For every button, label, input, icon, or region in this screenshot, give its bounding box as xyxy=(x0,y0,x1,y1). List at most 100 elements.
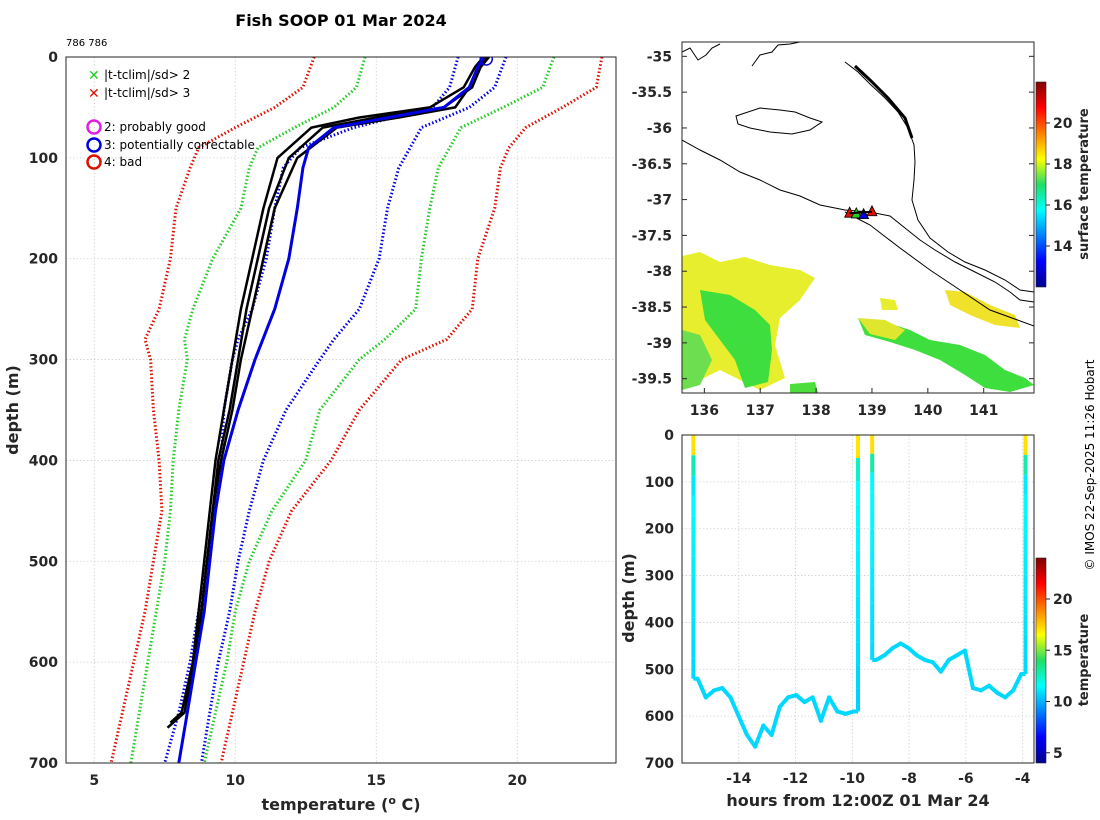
legend-q2-label: 2: probably good xyxy=(104,120,206,134)
coast-eyre-peninsula xyxy=(682,43,721,61)
profile-lines xyxy=(109,57,604,763)
cast-2-bottom-segment xyxy=(962,648,975,691)
td-ytick-label: 0 xyxy=(664,428,674,444)
sst-colorbar-tick-label: 16 xyxy=(1053,198,1072,214)
td-xtick-label: -14 xyxy=(726,771,752,787)
temperature-colorbar-tick-label: 5 xyxy=(1053,746,1063,762)
map-xtick-label: 137 xyxy=(746,403,775,419)
td-ytick-label: 600 xyxy=(645,709,674,725)
cast-1-bottom-segment xyxy=(728,695,741,719)
xbt-profile-3 xyxy=(186,57,488,703)
legend-x3-marker: ✕ xyxy=(88,86,100,102)
map-ytick-label: -35.5 xyxy=(632,85,672,101)
sst-colorbar xyxy=(1035,81,1047,288)
map-ytick-label: -39 xyxy=(647,336,672,352)
map-xtick-label: 139 xyxy=(857,403,886,419)
temperature-colorbar-label: temperature xyxy=(1077,614,1092,707)
sst-patches xyxy=(682,252,1034,393)
map-xtick-label: 138 xyxy=(801,403,830,419)
legend-x3-label: |t-tclim|/sd> 3 xyxy=(104,86,190,100)
sst-patch-speck xyxy=(880,298,898,310)
legend: ✕ |t-tclim|/sd> 2 ✕ |t-tclim|/sd> 3 2: p… xyxy=(86,68,255,170)
cast-1-bottom-segment xyxy=(818,695,832,723)
climatology-mean-2sd xyxy=(129,57,367,763)
td-xtick-label: -10 xyxy=(840,771,866,787)
legend-x2-label: |t-tclim|/sd> 2 xyxy=(104,68,190,82)
profile-ylabel: depth (m) xyxy=(3,365,22,455)
coast-coorong-lagoon xyxy=(853,64,914,139)
climatology-mean-1sd xyxy=(199,57,508,763)
cast-1-bottom-segment xyxy=(810,695,823,723)
sst-colorbar-label: surface temperature xyxy=(1077,108,1092,260)
td-ytick-label: 700 xyxy=(645,756,674,772)
profile-ytick-label: 0 xyxy=(48,50,58,66)
td-ytick-label: 200 xyxy=(645,522,674,538)
profile-ytick-label: 700 xyxy=(29,756,58,772)
cast-1-bottom-segment xyxy=(777,695,791,709)
sst-patch-west-green xyxy=(700,290,772,388)
copyright-note: © IMOS 22-Sep-2025 11:26 Hobart xyxy=(1083,359,1097,570)
td-ytick-label: 100 xyxy=(645,475,674,491)
profile-ytick-label: 200 xyxy=(29,252,58,268)
td-xtick-label: -6 xyxy=(958,771,974,787)
climatology-mean-3sd xyxy=(109,57,316,763)
map-ytick-label: -35 xyxy=(647,49,672,65)
cast-1-bottom-segment xyxy=(720,686,733,700)
station-marker xyxy=(866,204,878,217)
profile-xtick-label: 5 xyxy=(89,773,99,789)
map-ytick-label: -38.5 xyxy=(632,300,672,316)
profile-xlabel: temperature (o C) xyxy=(261,794,420,815)
map-ticks: 136 137 138 139 140 141 -35 -35.5 -36 -36.5 -37 -37… xyxy=(632,49,1034,419)
xbt-profile-2 xyxy=(169,57,485,724)
profile-ytick-label: 500 xyxy=(29,554,58,570)
profile-xtick-label: 20 xyxy=(508,773,528,789)
time-depth-axes-frame xyxy=(681,434,1035,764)
chart-title: Fish SOOP 01 Mar 2024 xyxy=(235,11,446,30)
sst-colorbar-tick-label: 18 xyxy=(1053,157,1072,173)
td-ytick-label: 500 xyxy=(645,662,674,678)
climatology-mean+3sd xyxy=(219,57,604,763)
map-axes-frame xyxy=(681,41,1035,394)
coast-mainland-south xyxy=(682,139,1034,303)
map-content xyxy=(682,42,1034,393)
cruise-id: 786 786 xyxy=(66,38,107,49)
td-xtick-label: -8 xyxy=(901,771,917,787)
td-ytick-label: 400 xyxy=(645,615,674,631)
cast-2-bottom-segment xyxy=(1011,671,1024,693)
time-depth-ylabel: depth (m) xyxy=(619,553,638,643)
coast-kangaroo-island xyxy=(735,107,824,135)
temperature-colorbar-tick-label: 20 xyxy=(1053,592,1073,608)
sst-colorbar-ticks: 14 16 18 20 xyxy=(1046,116,1073,255)
map-stations xyxy=(843,204,878,220)
climatology-mean+1sd xyxy=(163,57,460,763)
legend-q3-label: 3: potentially correctable xyxy=(104,138,255,152)
temperature-colorbar-tick-label: 10 xyxy=(1053,695,1073,711)
map-xtick-label: 136 xyxy=(690,403,719,419)
coast-coorong xyxy=(844,61,1034,293)
sst-colorbar-tick-label: 20 xyxy=(1053,116,1073,132)
td-ytick-label: 300 xyxy=(645,569,674,585)
cast-1-bottom-segment xyxy=(769,704,782,737)
map-xtick-label: 140 xyxy=(913,403,942,419)
xbt-profile-4 xyxy=(177,57,485,763)
cast-1-bottom-segment xyxy=(843,709,856,716)
cast-1-bottom-segment xyxy=(695,676,708,700)
surface-flag-marker xyxy=(479,57,494,66)
profile-grid xyxy=(66,56,616,764)
shelf-track xyxy=(844,211,1034,327)
profile-xtick-label: 15 xyxy=(367,773,386,789)
map-ytick-label: -37.5 xyxy=(632,228,672,244)
temperature-colorbar-ticks: 5 10 15 20 xyxy=(1046,592,1073,762)
legend-q3-marker xyxy=(86,137,102,153)
coast-yorke-peninsula xyxy=(751,42,801,67)
map-ytick-label: -36.5 xyxy=(632,157,672,173)
legend-q4-label: 4: bad xyxy=(104,155,142,169)
coastline xyxy=(682,42,1034,327)
map-ytick-label: -37 xyxy=(647,193,672,209)
time-depth-lines xyxy=(691,435,1028,749)
sst-colorbar-tick-label: 14 xyxy=(1053,239,1073,255)
temperature-colorbar xyxy=(1035,557,1047,764)
legend-q2-marker xyxy=(86,119,102,135)
map-ytick-label: -38 xyxy=(647,264,672,280)
